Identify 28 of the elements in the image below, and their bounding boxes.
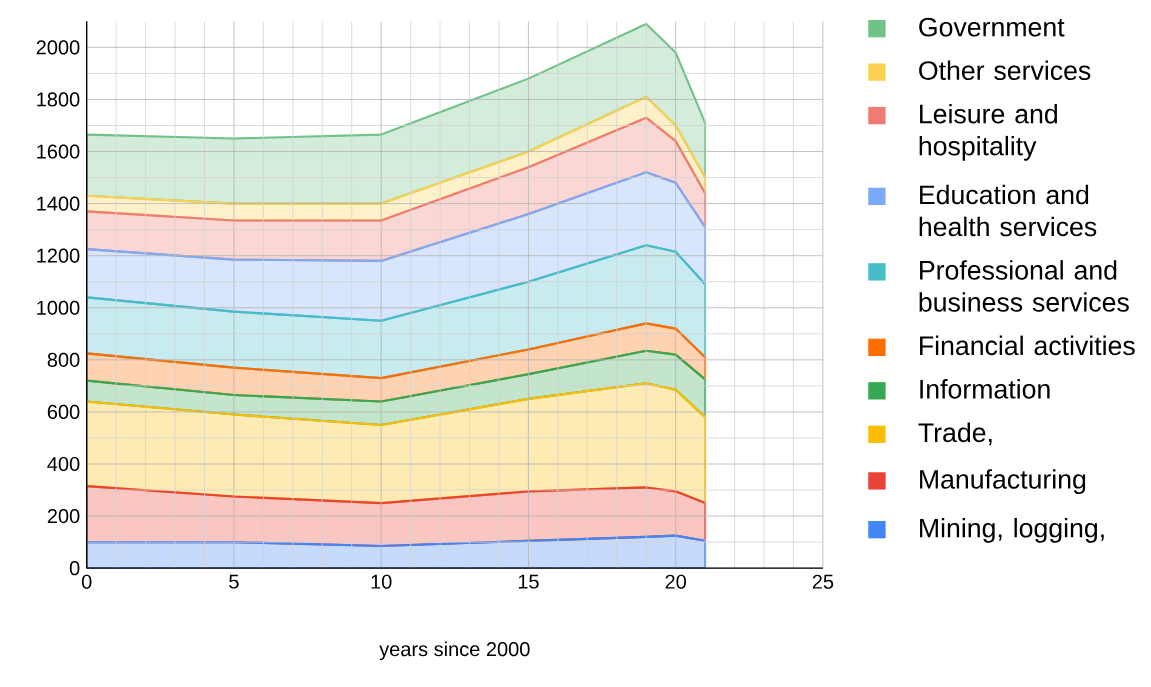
legend-label: Information [920,379,1050,399]
y-tick-label: 0 [69,561,80,576]
legend-label: Other services [919,60,1091,81]
x-tick-label: 10 [371,574,392,589]
y-tick-label: 1200 [37,248,80,263]
legend-label: Professional and business services [919,260,1129,312]
y-tick-label: 1400 [37,196,80,211]
legend-label: Mining, logging, [920,517,1104,543]
y-tick-label: 600 [47,404,80,420]
x-tick-label: 5 [229,574,239,589]
x-tick-label: 20 [665,574,686,589]
y-tick-label: 1800 [37,92,80,107]
y-tick-label: 400 [47,456,80,472]
x-tick-label: 15 [518,574,539,589]
y-tick-label: 2000 [36,40,80,55]
legend-label: Leisure and hospitality [919,103,1057,161]
legend-label: Government [919,17,1065,37]
x-tick-label: 25 [812,574,834,589]
x-tick-label: 0 [81,574,92,589]
legend-label: Financial activities [920,335,1135,356]
legend-label: Education and health services [919,184,1097,237]
y-tick-label: 1600 [37,144,80,159]
y-tick-label: 200 [47,509,80,524]
legend-label: Trade, [918,422,992,446]
y-tick-label: 1000 [37,300,80,315]
x-axis-title: years since 2000 [379,641,530,661]
legend-label: Manufacturing [920,469,1086,495]
y-tick-label: 800 [47,352,80,367]
